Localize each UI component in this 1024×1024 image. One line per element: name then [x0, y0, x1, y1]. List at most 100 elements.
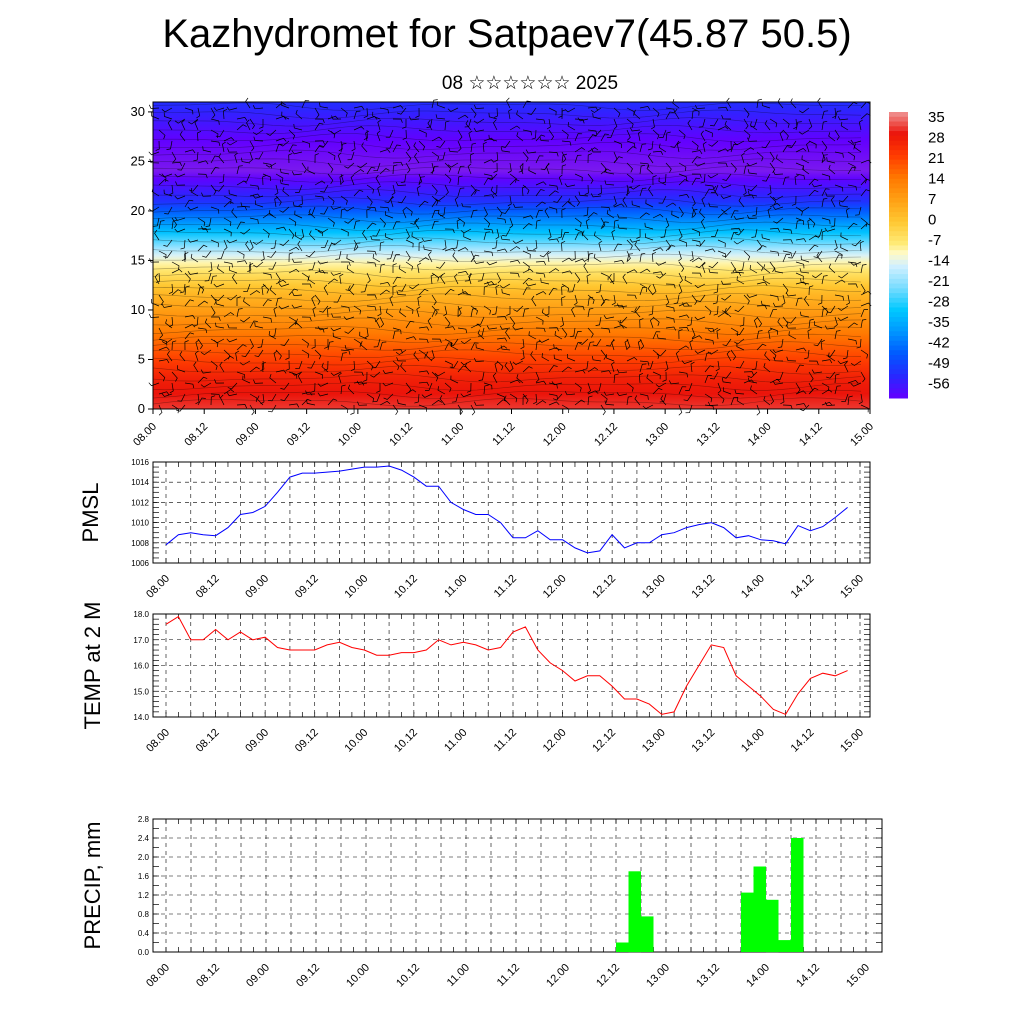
- colorbar-swatch: [889, 202, 908, 208]
- colorbar-swatch: [889, 126, 908, 132]
- colorbar-swatch: [889, 364, 908, 370]
- colorbar-swatch: [889, 121, 908, 127]
- colorbar-swatch: [889, 293, 908, 299]
- colorbar-swatch: [889, 283, 908, 289]
- date-subtitle: 08 ☆☆☆☆☆☆ 2025: [441, 73, 619, 94]
- colorbar-swatch: [889, 302, 908, 308]
- colorbar-label: -28: [928, 294, 950, 311]
- y-tick-label: 17.0: [133, 636, 149, 645]
- colorbar-swatch: [889, 278, 908, 285]
- y-tick-label: 2.8: [138, 815, 150, 824]
- colorbar-swatch: [889, 264, 908, 270]
- y-axis-label: TEMP at 2 M: [80, 602, 105, 730]
- y-tick-label: 0.0: [138, 948, 150, 957]
- colorbar-swatch: [889, 231, 908, 237]
- y-tick-label: 0.4: [138, 929, 150, 938]
- colorbar-swatch: [889, 316, 908, 323]
- x-tick-label: 10.12: [394, 962, 422, 990]
- colorbar-swatch: [889, 240, 908, 246]
- colorbar-label: -42: [928, 335, 950, 352]
- x-tick-label: 11.00: [445, 962, 472, 989]
- colorbar-swatch: [889, 116, 908, 123]
- y-tick-label: 14.0: [133, 713, 149, 722]
- colorbar-swatch: [889, 355, 908, 361]
- y-tick-label: 0: [138, 401, 145, 416]
- colorbar-label: 14: [928, 171, 945, 188]
- colorbar-label: -21: [928, 273, 950, 290]
- temp-series-line: [165, 615, 848, 716]
- axis-ticks: [153, 461, 870, 564]
- x-tick-label: 14.00: [744, 962, 772, 990]
- colorbar-swatch: [889, 245, 908, 251]
- y-tick-label: 16.0: [133, 662, 149, 671]
- grid-lines: [153, 614, 870, 717]
- colorbar-label: -56: [928, 376, 950, 393]
- colorbar-label: 21: [928, 150, 945, 167]
- colorbar-label: 7: [928, 191, 936, 208]
- colorbar-swatch: [889, 259, 908, 266]
- y-axis-label: PMSL: [78, 483, 103, 543]
- x-tick-label: 15.00: [844, 962, 872, 990]
- colorbar-swatch: [889, 340, 908, 347]
- y-tick-label: 1.6: [138, 872, 150, 881]
- y-tick-label: 20: [131, 203, 145, 218]
- colorbar-swatch: [889, 188, 908, 194]
- colorbar-swatch: [889, 345, 908, 351]
- x-tick-label: 10.00: [344, 962, 372, 990]
- x-tick-label: 12.12: [594, 962, 622, 990]
- colorbar-label: 35: [928, 109, 945, 126]
- precip-bar: [778, 940, 791, 952]
- colorbar-swatch: [889, 350, 908, 356]
- colorbar-swatch: [889, 159, 908, 165]
- y-tick-label: 18.0: [133, 610, 149, 619]
- y-tick-label: 0.8: [138, 910, 150, 919]
- isotherm-lines: [152, 102, 862, 407]
- colorbar-swatch: [889, 169, 908, 175]
- y-tick-label: 1010: [131, 519, 149, 528]
- y-tick-label: 1.2: [138, 891, 150, 900]
- colorbar-swatch: [889, 183, 908, 189]
- colorbar-swatch: [889, 140, 908, 146]
- colorbar-swatch: [889, 112, 908, 118]
- colorbar-swatch: [889, 297, 908, 304]
- colorbar-swatch: [889, 212, 908, 218]
- colorbar-swatch: [889, 145, 908, 151]
- colorbar-swatch: [889, 135, 908, 142]
- x-tick-label: 14.12: [794, 962, 822, 990]
- colorbar-label: -7: [928, 232, 941, 249]
- y-tick-label: 15.0: [133, 687, 149, 696]
- colorbar-swatch: [889, 336, 908, 342]
- colorbar-swatch: [889, 250, 908, 256]
- colorbar-label: -49: [928, 355, 950, 372]
- y-tick-label: 1012: [131, 498, 149, 507]
- colorbar-swatch: [889, 150, 908, 156]
- colorbar-swatch: [889, 197, 908, 204]
- y-tick-label: 1014: [131, 478, 149, 487]
- colorbar-swatch: [889, 383, 908, 389]
- colorbar-label: -14: [928, 253, 950, 270]
- y-tick-label: 2.0: [138, 853, 150, 862]
- axis-ticks: [153, 613, 870, 718]
- y-tick-label: 30: [131, 104, 145, 119]
- colorbar-swatch: [889, 255, 908, 261]
- x-tick-label: 12.00: [544, 962, 572, 990]
- colorbar-swatch: [889, 374, 908, 380]
- colorbar-swatch: [889, 207, 908, 213]
- colorbar-swatch: [889, 307, 908, 313]
- colorbar-label: 0: [928, 212, 936, 229]
- precip-bar: [628, 871, 641, 953]
- colorbar-swatch: [889, 173, 908, 180]
- colorbar-swatch: [889, 216, 908, 223]
- colorbar-swatch: [889, 326, 908, 332]
- colorbar-label: 28: [928, 130, 945, 147]
- colorbar-swatch: [889, 369, 908, 375]
- colorbar-swatch: [889, 274, 908, 280]
- colorbar-swatch: [889, 288, 908, 294]
- precip-bar: [641, 916, 654, 952]
- y-tick-label: 2.4: [138, 834, 150, 843]
- colorbar-swatch: [889, 193, 908, 199]
